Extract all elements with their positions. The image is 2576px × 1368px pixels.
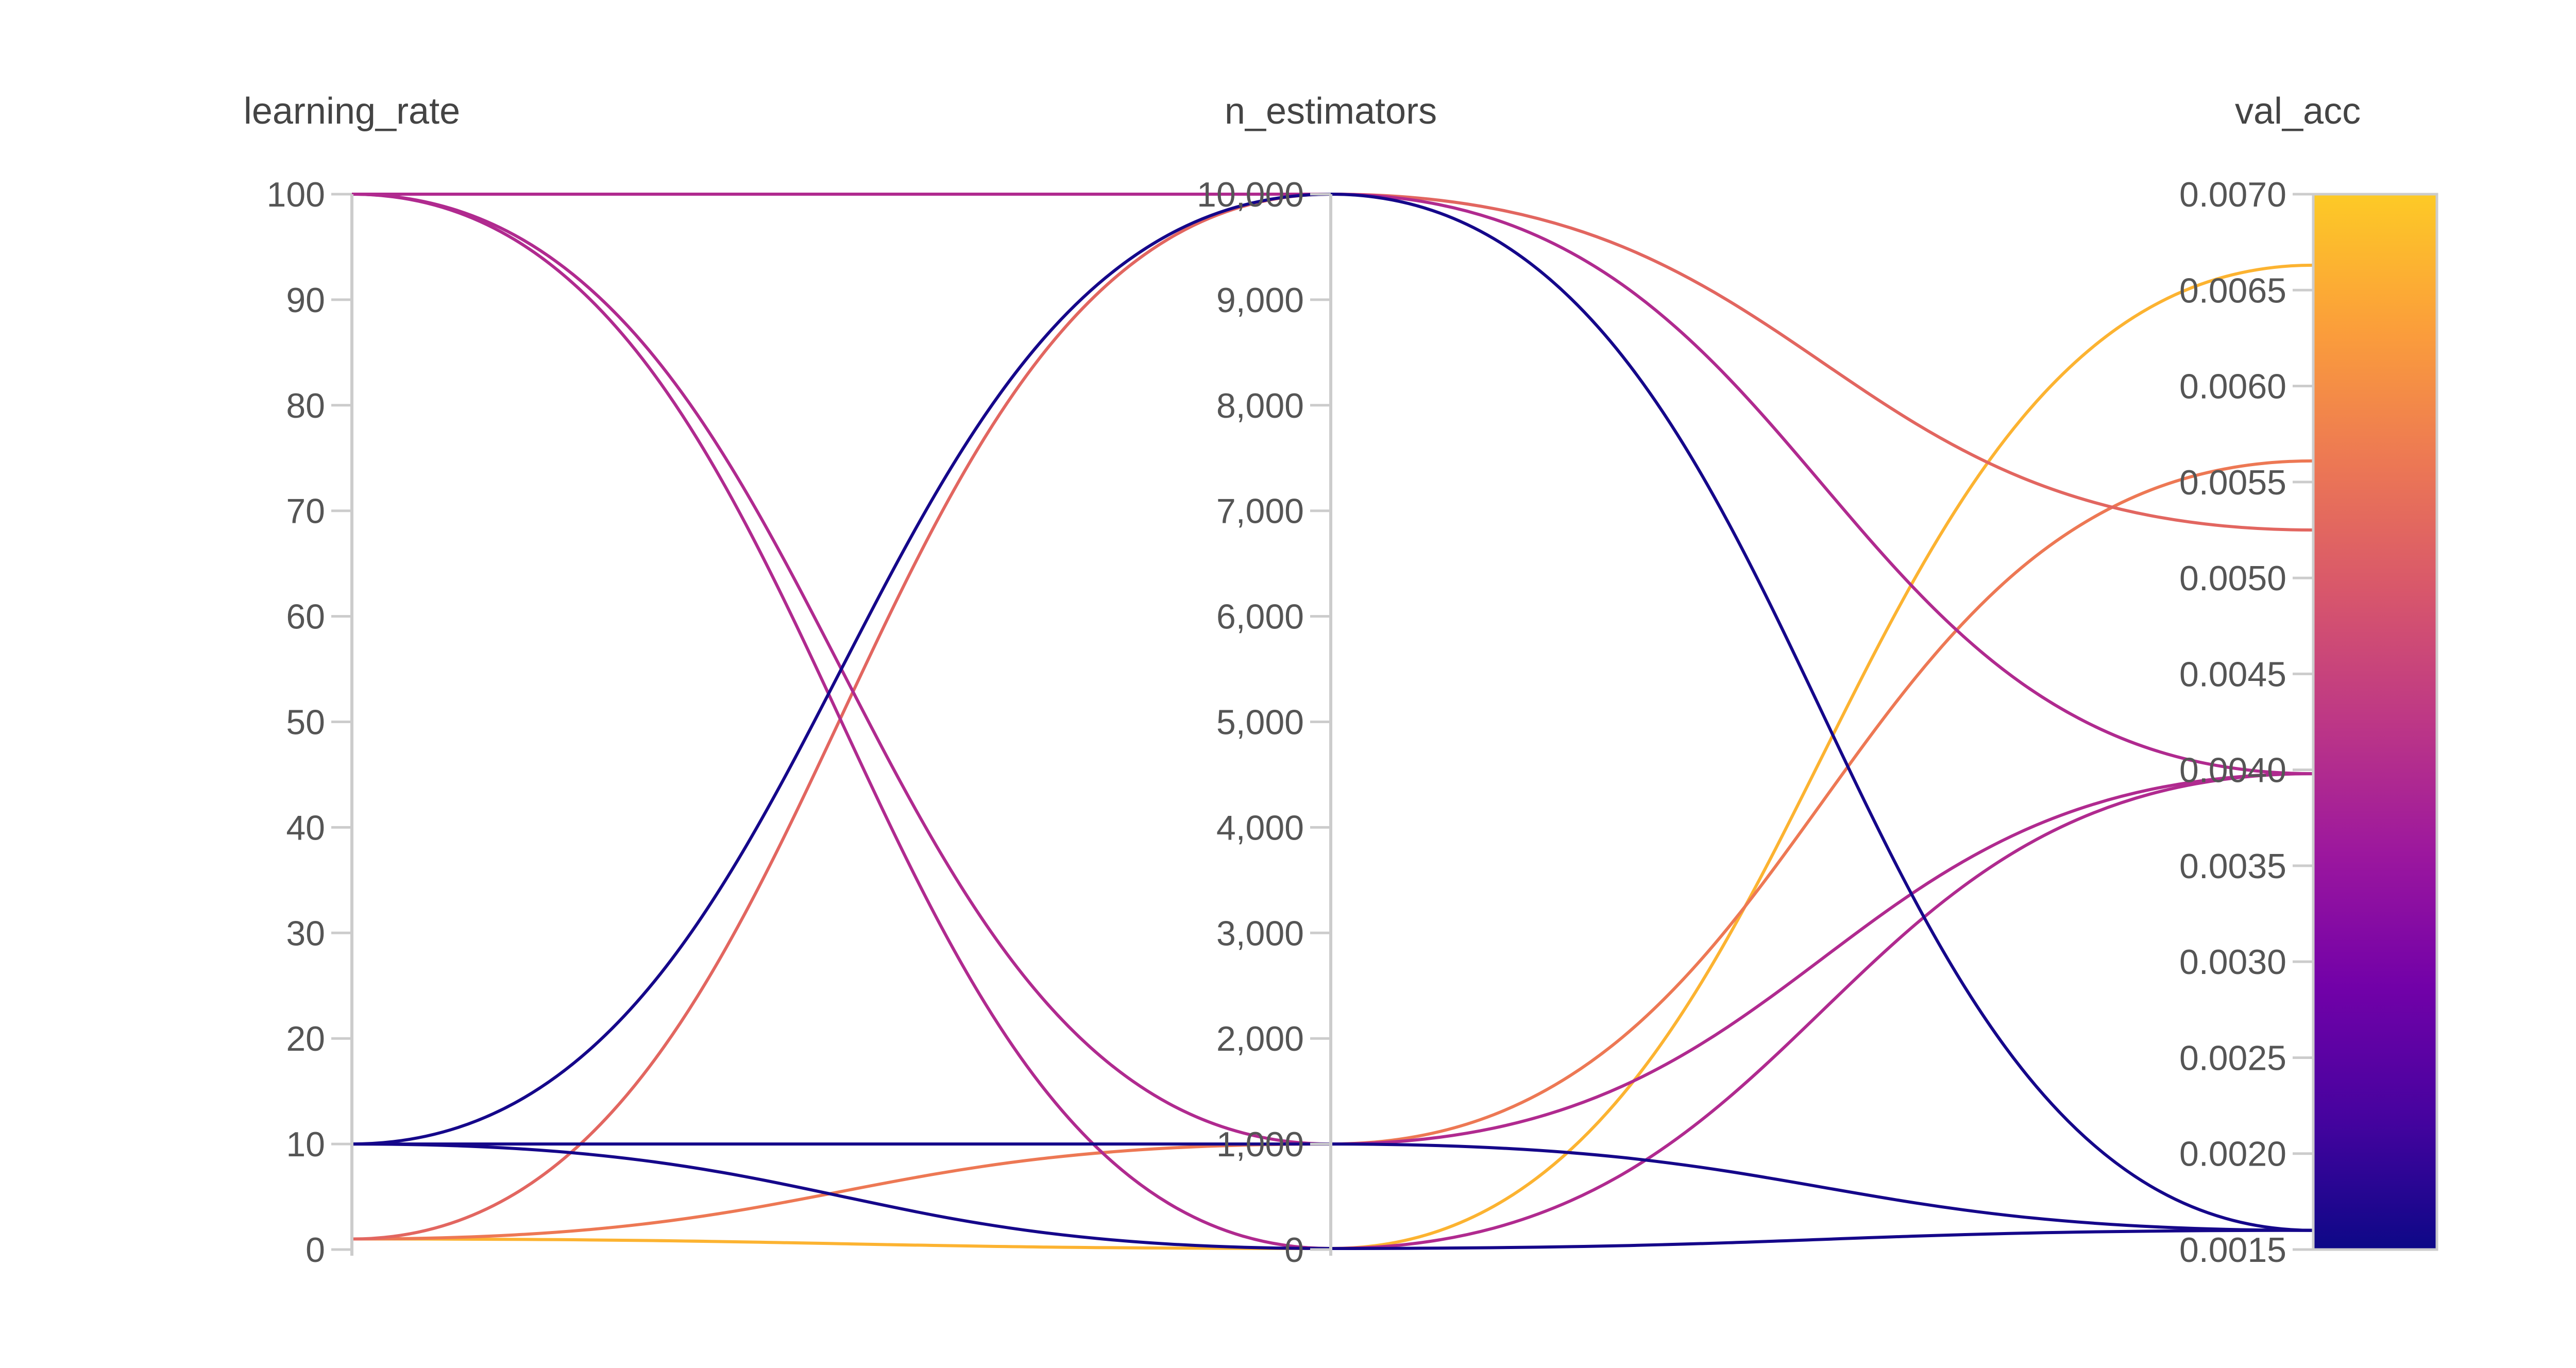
val_acc-axis-title[interactable]: val_acc — [2235, 91, 2361, 132]
val_acc-tick-label: 0.0055 — [2179, 463, 2286, 502]
val_acc-tick-label: 0.0025 — [2179, 1038, 2286, 1078]
run-line-1 — [351, 263, 2314, 1250]
learning_rate-tick-label: 60 — [286, 597, 325, 637]
n_estimators-tick-label: 8,000 — [1216, 386, 1304, 425]
run-line-3 — [351, 192, 2314, 1241]
learning_rate-tick-label: 10 — [286, 1125, 325, 1164]
n_estimators-tick-label: 5,000 — [1216, 703, 1304, 742]
learning_rate-tick-label: 100 — [267, 175, 325, 214]
run-line-6 — [351, 193, 2314, 1250]
run-line-7 — [351, 192, 2314, 1232]
learning_rate-tick-label: 70 — [286, 492, 325, 531]
val_acc-tick-label: 0.0015 — [2179, 1230, 2286, 1270]
n_estimators-tick-label: 7,000 — [1216, 492, 1304, 531]
val_acc-tick-label: 0.0030 — [2179, 943, 2286, 982]
val_acc-tick-label: 0.0050 — [2179, 559, 2286, 598]
n_estimators-tick-label: 0 — [1284, 1230, 1304, 1270]
val_acc-tick-label: 0.0065 — [2179, 271, 2286, 310]
n_estimators-tick-label: 2,000 — [1216, 1019, 1304, 1058]
n_estimators-tick-label: 9,000 — [1216, 281, 1304, 320]
val_acc-tick-label: 0.0020 — [2179, 1135, 2286, 1174]
run-line-9 — [351, 1142, 2314, 1250]
axis-labels: 0 10 20 30 40 50 60 70 80 90 100 learning_rate 0 1,00… — [244, 91, 2361, 1270]
learning_rate-tick-label: 0 — [306, 1230, 325, 1270]
run-lines — [351, 192, 2314, 1250]
n_estimators-axis-title[interactable]: n_estimators — [1225, 91, 1437, 132]
val_acc-tick-label: 0.0035 — [2179, 847, 2286, 886]
run-line-4 — [352, 192, 2314, 776]
learning_rate-tick-label: 40 — [286, 808, 325, 847]
run-line-5 — [351, 193, 2314, 1146]
axes — [331, 193, 2313, 1256]
learning_rate-tick-label: 50 — [286, 703, 325, 742]
val_acc-tick-label: 0.0060 — [2179, 367, 2286, 406]
learning_rate-tick-label: 90 — [286, 281, 325, 320]
run-line-2 — [351, 459, 2314, 1241]
val_acc-tick-label: 0.0070 — [2179, 175, 2286, 214]
run-line-8 — [351, 1142, 2314, 1232]
n_estimators-tick-label: 1,000 — [1216, 1125, 1304, 1164]
learning_rate-tick-label: 30 — [286, 914, 325, 953]
learning_rate-axis-title[interactable]: learning_rate — [244, 91, 460, 132]
val-acc-colorbar — [2312, 193, 2438, 1251]
val_acc-tick-label: 0.0045 — [2179, 655, 2286, 694]
n_estimators-tick-label: 10,000 — [1197, 175, 1304, 214]
val_acc-tick-label: 0.0040 — [2179, 751, 2286, 790]
learning_rate-tick-label: 20 — [286, 1019, 325, 1058]
n_estimators-tick-label: 3,000 — [1216, 914, 1304, 953]
n_estimators-tick-label: 4,000 — [1216, 808, 1304, 847]
learning_rate-tick-label: 80 — [286, 386, 325, 425]
n_estimators-tick-label: 6,000 — [1216, 597, 1304, 637]
